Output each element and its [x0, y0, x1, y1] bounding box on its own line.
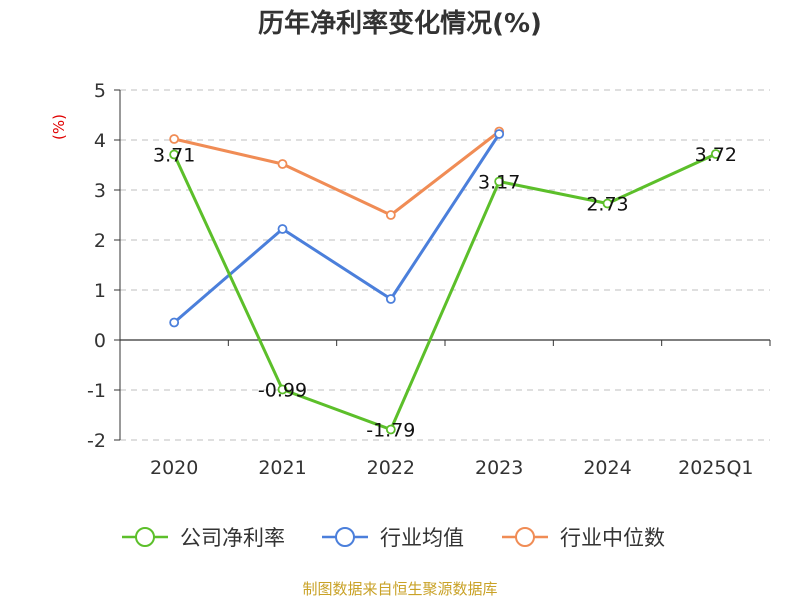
y-tick-label: 4 [94, 130, 106, 152]
data-point [169, 317, 180, 328]
series-line [172, 152, 717, 431]
y-tick-label: 0 [94, 330, 106, 352]
data-point [385, 294, 396, 304]
grid-lines [120, 89, 770, 441]
data-point [385, 424, 396, 435]
x-tick-label: 2025Q1 [678, 457, 753, 479]
data-labels: 3.71 -0.99 -1.79 3.17 2.73 3.72 [153, 144, 737, 442]
data-point [277, 384, 288, 395]
y-axis-unit-label: (%) [50, 114, 68, 140]
data-point [277, 159, 288, 169]
legend-swatch-marker [335, 527, 355, 547]
legend: 公司净利率 行业均值 行业中位数 [122, 526, 665, 550]
y-tick-label: 1 [94, 280, 106, 302]
data-label: 3.72 [695, 144, 737, 166]
data-point [494, 176, 505, 187]
x-tick-label: 2022 [367, 457, 415, 479]
data-label: 3.17 [478, 172, 520, 194]
x-tick-label: 2021 [258, 457, 306, 479]
data-point [277, 224, 288, 234]
data-point [385, 210, 396, 220]
series-line [173, 133, 501, 324]
data-label: -0.99 [258, 380, 307, 402]
series-lines [169, 126, 721, 435]
y-tick-label: 2 [94, 230, 106, 252]
data-point [169, 134, 180, 144]
data-point [494, 129, 505, 139]
x-tick-label: 2023 [475, 457, 523, 479]
x-tick-label: 2020 [150, 457, 198, 479]
data-label: -1.79 [366, 420, 415, 442]
data-point [602, 198, 613, 209]
legend-label: 行业中位数 [560, 526, 665, 550]
y-tick-label: 5 [94, 80, 106, 102]
y-tick-label: -2 [87, 430, 106, 452]
legend-label: 公司净利率 [180, 526, 285, 550]
source-note: 制图数据来自恒生聚源数据库 [302, 580, 497, 598]
data-point [710, 149, 721, 159]
legend-swatch-marker [515, 527, 535, 547]
y-tick-label: -1 [87, 380, 106, 402]
legend-label: 行业均值 [380, 526, 464, 550]
data-label: 2.73 [586, 194, 628, 216]
series-line [173, 130, 501, 217]
x-tick-label: 2024 [583, 457, 631, 479]
y-tick-label: 3 [94, 180, 106, 202]
chart-title: 历年净利率变化情况(%) [258, 8, 542, 39]
data-point [169, 149, 180, 160]
legend-swatch-marker [135, 527, 155, 547]
data-label: 3.71 [153, 145, 195, 167]
axes: 5 4 3 2 1 0 -1 -2 2020 2021 2022 2023 2024 2025Q1 [87, 80, 771, 479]
